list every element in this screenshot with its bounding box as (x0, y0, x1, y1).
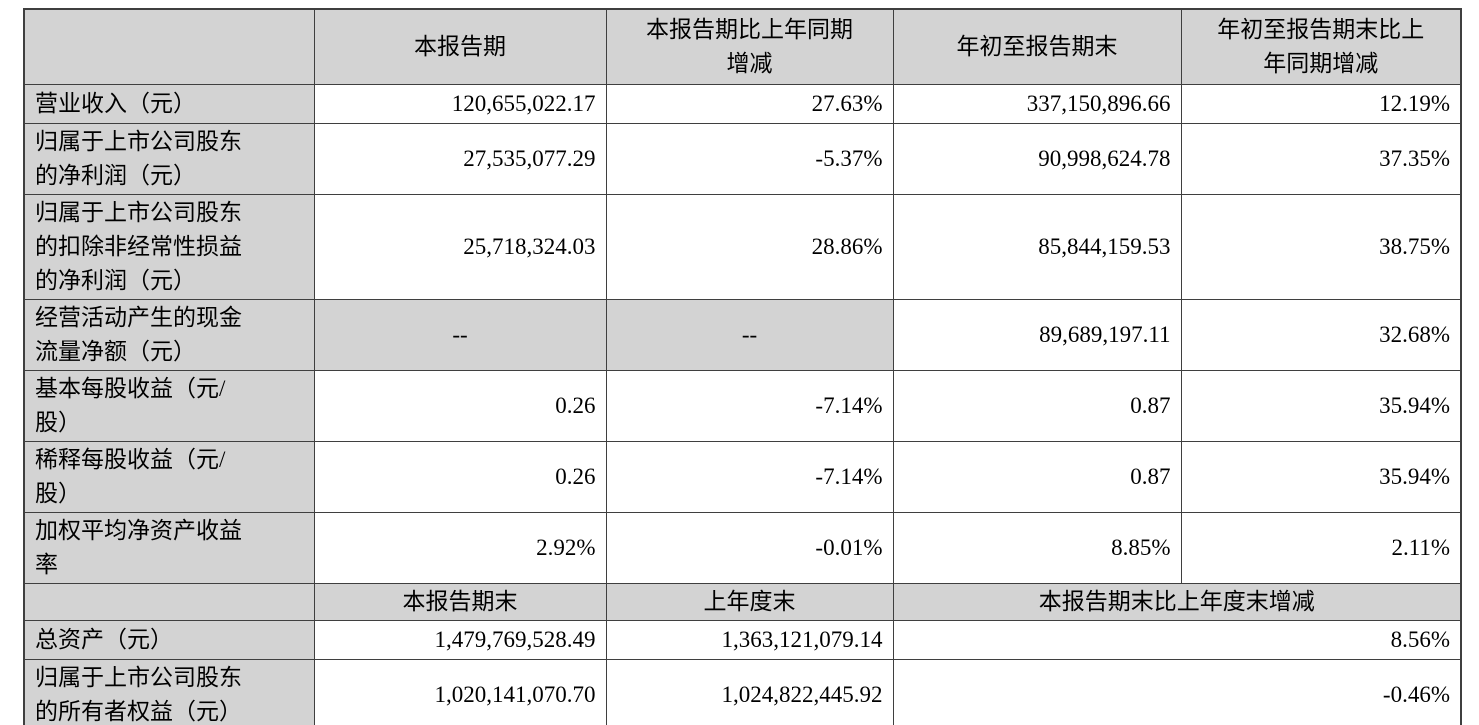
operating-cash-flow-yoy-change: -- (605, 299, 894, 371)
net-profit-ytd-value: 90,998,624.78 (892, 123, 1182, 195)
col-header-yoy-change: 本报告期比上年同期 增减 (605, 8, 894, 85)
row-label-diluted-eps: 稀释每股收益（元/ 股） (23, 441, 315, 513)
net-profit-deducted-yoy-change: 28.86% (605, 194, 894, 300)
revenue-yoy-change: 27.63% (605, 84, 894, 124)
diluted-eps-current-value: 0.26 (313, 441, 607, 513)
basic-eps-yoy-change: -7.14% (605, 370, 894, 442)
operating-cash-flow-ytd-value: 89,689,197.11 (892, 299, 1182, 371)
col-header-period-end: 本报告期末 (313, 583, 607, 621)
weighted-roe-ytd-value: 8.85% (892, 512, 1182, 584)
col-header-ytd-yoy-change: 年初至报告期末比上 年同期增减 (1180, 8, 1462, 85)
table-row-net-profit: 归属于上市公司股东 的净利润（元） 27,535,077.29 -5.37% 9… (23, 123, 1462, 195)
total-assets-change: 8.56% (892, 620, 1462, 660)
revenue-current-value: 120,655,022.17 (313, 84, 607, 124)
revenue-ytd-yoy-change: 12.19% (1180, 84, 1462, 124)
diluted-eps-ytd-yoy-change: 35.94% (1180, 441, 1462, 513)
row-label-net-profit: 归属于上市公司股东 的净利润（元） (23, 123, 315, 195)
basic-eps-ytd-yoy-change: 35.94% (1180, 370, 1462, 442)
shareholders-equity-period-end-value: 1,020,141,070.70 (313, 659, 607, 725)
diluted-eps-yoy-change: -7.14% (605, 441, 894, 513)
net-profit-current-value: 27,535,077.29 (313, 123, 607, 195)
net-profit-deducted-current-value: 25,718,324.03 (313, 194, 607, 300)
operating-cash-flow-ytd-yoy-change: 32.68% (1180, 299, 1462, 371)
row-label-total-assets: 总资产（元） (23, 620, 315, 660)
net-profit-ytd-yoy-change: 37.35% (1180, 123, 1462, 195)
row-label-basic-eps: 基本每股收益（元/ 股） (23, 370, 315, 442)
corner-cell (23, 8, 315, 85)
row-label-shareholders-equity: 归属于上市公司股东 的所有者权益（元） (23, 659, 315, 725)
weighted-roe-ytd-yoy-change: 2.11% (1180, 512, 1462, 584)
row-label-net-profit-deducted: 归属于上市公司股东 的扣除非经常性损益 的净利润（元） (23, 194, 315, 300)
col-header-period-end-change: 本报告期末比上年度末增减 (892, 583, 1462, 621)
section2-corner-cell (23, 583, 315, 621)
basic-eps-ytd-value: 0.87 (892, 370, 1182, 442)
weighted-roe-current-value: 2.92% (313, 512, 607, 584)
row-label-revenue: 营业收入（元） (23, 84, 315, 124)
col-header-prior-year-end: 上年度末 (605, 583, 894, 621)
weighted-roe-yoy-change: -0.01% (605, 512, 894, 584)
operating-cash-flow-current-value: -- (313, 299, 607, 371)
table-row-diluted-eps: 稀释每股收益（元/ 股） 0.26 -7.14% 0.87 35.94% (23, 441, 1462, 513)
net-profit-deducted-ytd-value: 85,844,159.53 (892, 194, 1182, 300)
table-row-operating-cash-flow: 经营活动产生的现金 流量净额（元） -- -- 89,689,197.11 32… (23, 299, 1462, 371)
financial-summary-table: 本报告期 本报告期比上年同期 增减 年初至报告期末 年初至报告期末比上 年同期增… (23, 8, 1462, 725)
row-label-weighted-roe: 加权平均净资产收益 率 (23, 512, 315, 584)
net-profit-yoy-change: -5.37% (605, 123, 894, 195)
table-row-weighted-roe: 加权平均净资产收益 率 2.92% -0.01% 8.85% 2.11% (23, 512, 1462, 584)
basic-eps-current-value: 0.26 (313, 370, 607, 442)
diluted-eps-ytd-value: 0.87 (892, 441, 1182, 513)
shareholders-equity-change: -0.46% (892, 659, 1462, 725)
table-row-total-assets: 总资产（元） 1,479,769,528.49 1,363,121,079.14… (23, 620, 1462, 660)
total-assets-prior-year-end-value: 1,363,121,079.14 (605, 620, 894, 660)
table-row-revenue: 营业收入（元） 120,655,022.17 27.63% 337,150,89… (23, 84, 1462, 124)
col-header-ytd: 年初至报告期末 (892, 8, 1182, 85)
section1-header-row: 本报告期 本报告期比上年同期 增减 年初至报告期末 年初至报告期末比上 年同期增… (23, 8, 1462, 85)
net-profit-deducted-ytd-yoy-change: 38.75% (1180, 194, 1462, 300)
section2-header-row: 本报告期末 上年度末 本报告期末比上年度末增减 (23, 583, 1462, 621)
col-header-current-period: 本报告期 (313, 8, 607, 85)
total-assets-period-end-value: 1,479,769,528.49 (313, 620, 607, 660)
table-row-net-profit-deducted: 归属于上市公司股东 的扣除非经常性损益 的净利润（元） 25,718,324.0… (23, 194, 1462, 300)
table-row-shareholders-equity: 归属于上市公司股东 的所有者权益（元） 1,020,141,070.70 1,0… (23, 659, 1462, 725)
row-label-operating-cash-flow: 经营活动产生的现金 流量净额（元） (23, 299, 315, 371)
table-row-basic-eps: 基本每股收益（元/ 股） 0.26 -7.14% 0.87 35.94% (23, 370, 1462, 442)
shareholders-equity-prior-year-end-value: 1,024,822,445.92 (605, 659, 894, 725)
revenue-ytd-value: 337,150,896.66 (892, 84, 1182, 124)
